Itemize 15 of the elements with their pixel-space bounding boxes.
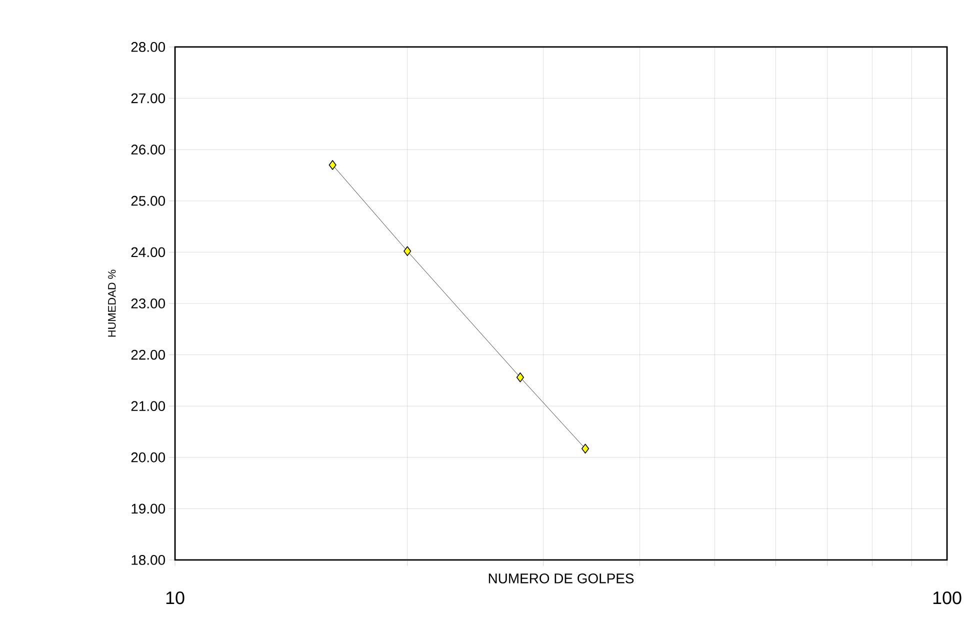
x-tick-label: 100	[933, 591, 962, 604]
y-tick-label: 19.00	[132, 504, 166, 514]
x-tick-label: 10	[166, 591, 184, 604]
y-tick-label: 20.00	[131, 452, 166, 462]
y-tick-label: 24.00	[131, 247, 166, 258]
y-tick-label: 23.00	[131, 298, 166, 308]
x-axis-title: NUMERO DE GOLPES	[488, 573, 634, 584]
y-tick-label: 22.00	[131, 350, 166, 360]
y-tick-label: 25.00	[131, 196, 166, 206]
y-tick-label: 28.00	[131, 42, 166, 52]
y-axis-title: HUMEDAD %	[108, 270, 116, 337]
y-tick-label: 26.00	[131, 144, 166, 155]
y-tick-label: 27.00	[131, 93, 166, 104]
y-tick-label: 21.00	[131, 401, 166, 412]
y-tick-label: 18.00	[132, 555, 166, 565]
